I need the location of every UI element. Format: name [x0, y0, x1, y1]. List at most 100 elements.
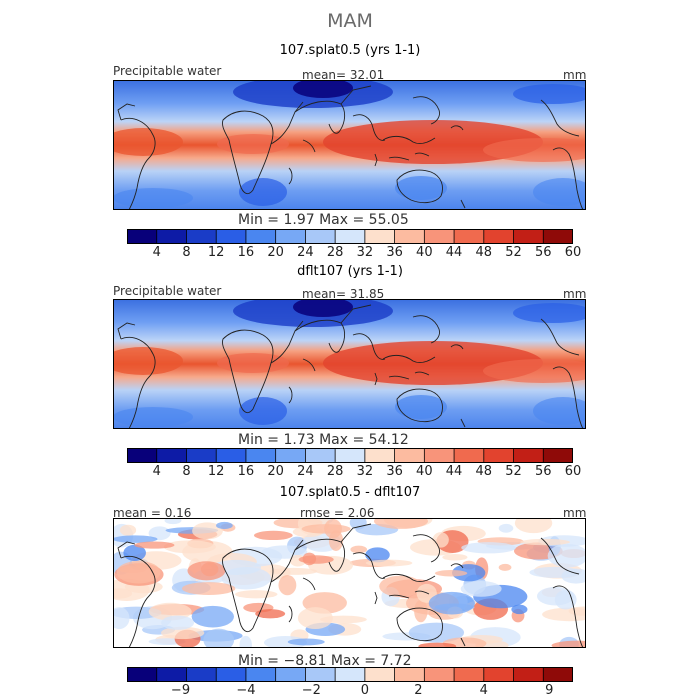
panel-1-mean: mean= 32.01 [302, 68, 385, 82]
difference-blob [163, 540, 216, 554]
panel-1-title: 107.splat0.5 (yrs 1-1) [279, 43, 421, 58]
coastline [352, 333, 386, 360]
panel-2-title: dflt107 (yrs 1-1) [297, 264, 403, 279]
difference-blob [119, 524, 137, 536]
colorbar-tick-label: 60 [564, 464, 582, 479]
colorbar-tick-label: −2 [301, 683, 321, 698]
coastline [352, 552, 386, 579]
colorbar-frame [127, 667, 573, 682]
difference-blob [287, 638, 325, 646]
coastline [388, 156, 410, 161]
difference-blob [365, 559, 413, 567]
colorbar-box [186, 229, 217, 244]
difference-blob [434, 569, 468, 577]
coastline [396, 388, 443, 423]
coastline [302, 577, 316, 591]
colorbar-tick-label: 40 [416, 245, 433, 260]
colorbar-tick-label: 40 [416, 464, 433, 479]
difference-blob [461, 542, 516, 554]
difference-blob [536, 586, 574, 606]
dry-region [113, 407, 193, 427]
colorbar-box [245, 229, 277, 244]
coastline [117, 103, 136, 121]
colorbar-box [275, 667, 306, 682]
colorbar-box [156, 448, 187, 463]
difference-blob [192, 522, 223, 540]
difference-blob [203, 628, 235, 648]
difference-blob [498, 563, 512, 571]
colorbar-box [335, 229, 366, 244]
colorbar-box [245, 667, 277, 682]
colorbar-box [394, 229, 425, 244]
colorbar-box [483, 448, 515, 463]
coastline [222, 548, 274, 632]
colorbar-box [127, 229, 158, 244]
difference-blob [161, 615, 195, 630]
dry-region [293, 299, 353, 317]
map-frame [113, 80, 586, 210]
colorbar-box [454, 667, 485, 682]
colorbar-tick-label: 32 [356, 245, 374, 260]
panel-1-map [113, 80, 586, 210]
dry-region [513, 84, 586, 104]
colorbar-tick-label: 8 [182, 464, 191, 479]
colorbar-box [424, 448, 455, 463]
difference-blob [164, 518, 182, 525]
coastline [396, 607, 443, 642]
colorbar-tick-label: 20 [267, 245, 284, 260]
difference-blob [350, 545, 368, 554]
colorbar-box [305, 229, 336, 244]
colorbar-box [513, 229, 544, 244]
colorbar-box [156, 229, 187, 244]
colorbar-tick-label: 16 [237, 464, 255, 479]
panel-3-rmse: rmse = 2.06 [300, 506, 375, 520]
colorbar-tick-label: 9 [545, 683, 554, 698]
colorbar-tick-label: 52 [505, 464, 522, 479]
colorbar-tick-label: 52 [505, 245, 522, 260]
panel-1-colorbar [127, 229, 573, 244]
colorbar-box [127, 667, 158, 682]
colorbar-frame [127, 448, 573, 463]
difference-blob [134, 541, 175, 549]
colorbar-frame [127, 229, 573, 244]
colorbar-box [454, 448, 485, 463]
coastline [117, 322, 136, 340]
colorbar-box [364, 229, 396, 244]
difference-blob [551, 640, 586, 648]
colorbar-tick-label: 20 [267, 464, 284, 479]
coastline [540, 99, 580, 137]
difference-blob [379, 575, 423, 598]
coastline [352, 114, 386, 141]
panel-1-minmax: Min = 1.97 Max = 55.05 [238, 212, 409, 228]
difference-blob [373, 518, 428, 529]
difference-blob [278, 575, 297, 596]
coastline [388, 594, 410, 599]
coastline [460, 637, 466, 647]
panel-2-field-name: Precipitable water [113, 284, 222, 298]
panel-2-units: mm [563, 287, 587, 301]
colorbar-tick-label: 16 [237, 245, 255, 260]
difference-blob [187, 561, 226, 581]
difference-blob [511, 604, 528, 615]
coastline [552, 366, 584, 429]
difference-blob [418, 642, 457, 648]
coastline [302, 139, 316, 153]
colorbar-tick-label: 24 [297, 464, 314, 479]
moist-region [113, 128, 183, 156]
colorbar-tick-label: 32 [356, 464, 374, 479]
colorbar-tick-label: 44 [445, 245, 463, 260]
moist-region [113, 347, 183, 375]
colorbar-tick-label: 36 [386, 464, 403, 479]
colorbar-tick-label: 8 [182, 245, 191, 260]
coastline [460, 418, 466, 428]
coastline [540, 537, 580, 575]
colorbar-box [424, 667, 455, 682]
difference-blob [113, 535, 158, 543]
panel-3-minmax: Min = −8.81 Max = 7.72 [238, 653, 412, 669]
coastline [540, 318, 580, 356]
coastline [388, 375, 410, 380]
colorbar-box [364, 448, 396, 463]
coastline [270, 101, 304, 145]
colorbar-tick-label: −4 [236, 683, 256, 698]
colorbar-box [245, 448, 277, 463]
